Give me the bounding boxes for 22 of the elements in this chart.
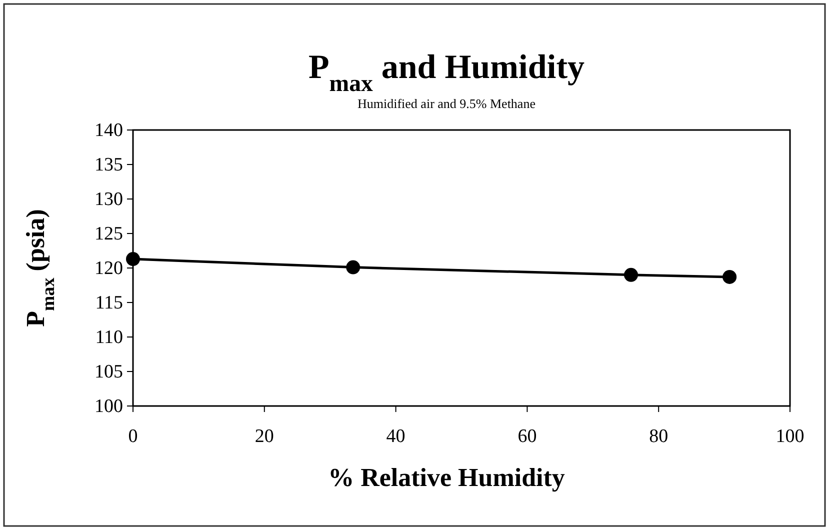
x-tick-label: 100 (776, 426, 804, 447)
y-tick-label: 130 (94, 189, 123, 210)
point (722, 270, 737, 284)
point (346, 260, 360, 274)
y-tick-label: 100 (94, 396, 123, 417)
chart-subtitle: Humidified air and 9.5% Methane (358, 96, 536, 111)
x-tick-label: 60 (518, 426, 537, 447)
y-tick-label: 120 (94, 258, 123, 279)
chart-title: P$_{max}$ and Humidity (308, 49, 585, 97)
y-tick-label: 105 (94, 362, 123, 382)
y-tick-label: 140 (94, 120, 123, 141)
y-tick-label: 110 (95, 327, 123, 348)
y-tick-label: 125 (94, 224, 123, 244)
x-axis-title: % Relative Humidity (328, 463, 565, 492)
x-tick-label: 20 (254, 426, 274, 447)
x-tick-label: 40 (386, 426, 406, 447)
y-tick-label: 135 (94, 154, 123, 176)
point (126, 252, 140, 266)
point (624, 268, 638, 282)
y-tick-label: 115 (95, 292, 123, 314)
x-tick-label: 0 (128, 426, 138, 447)
x-tick-label: 80 (649, 426, 668, 447)
